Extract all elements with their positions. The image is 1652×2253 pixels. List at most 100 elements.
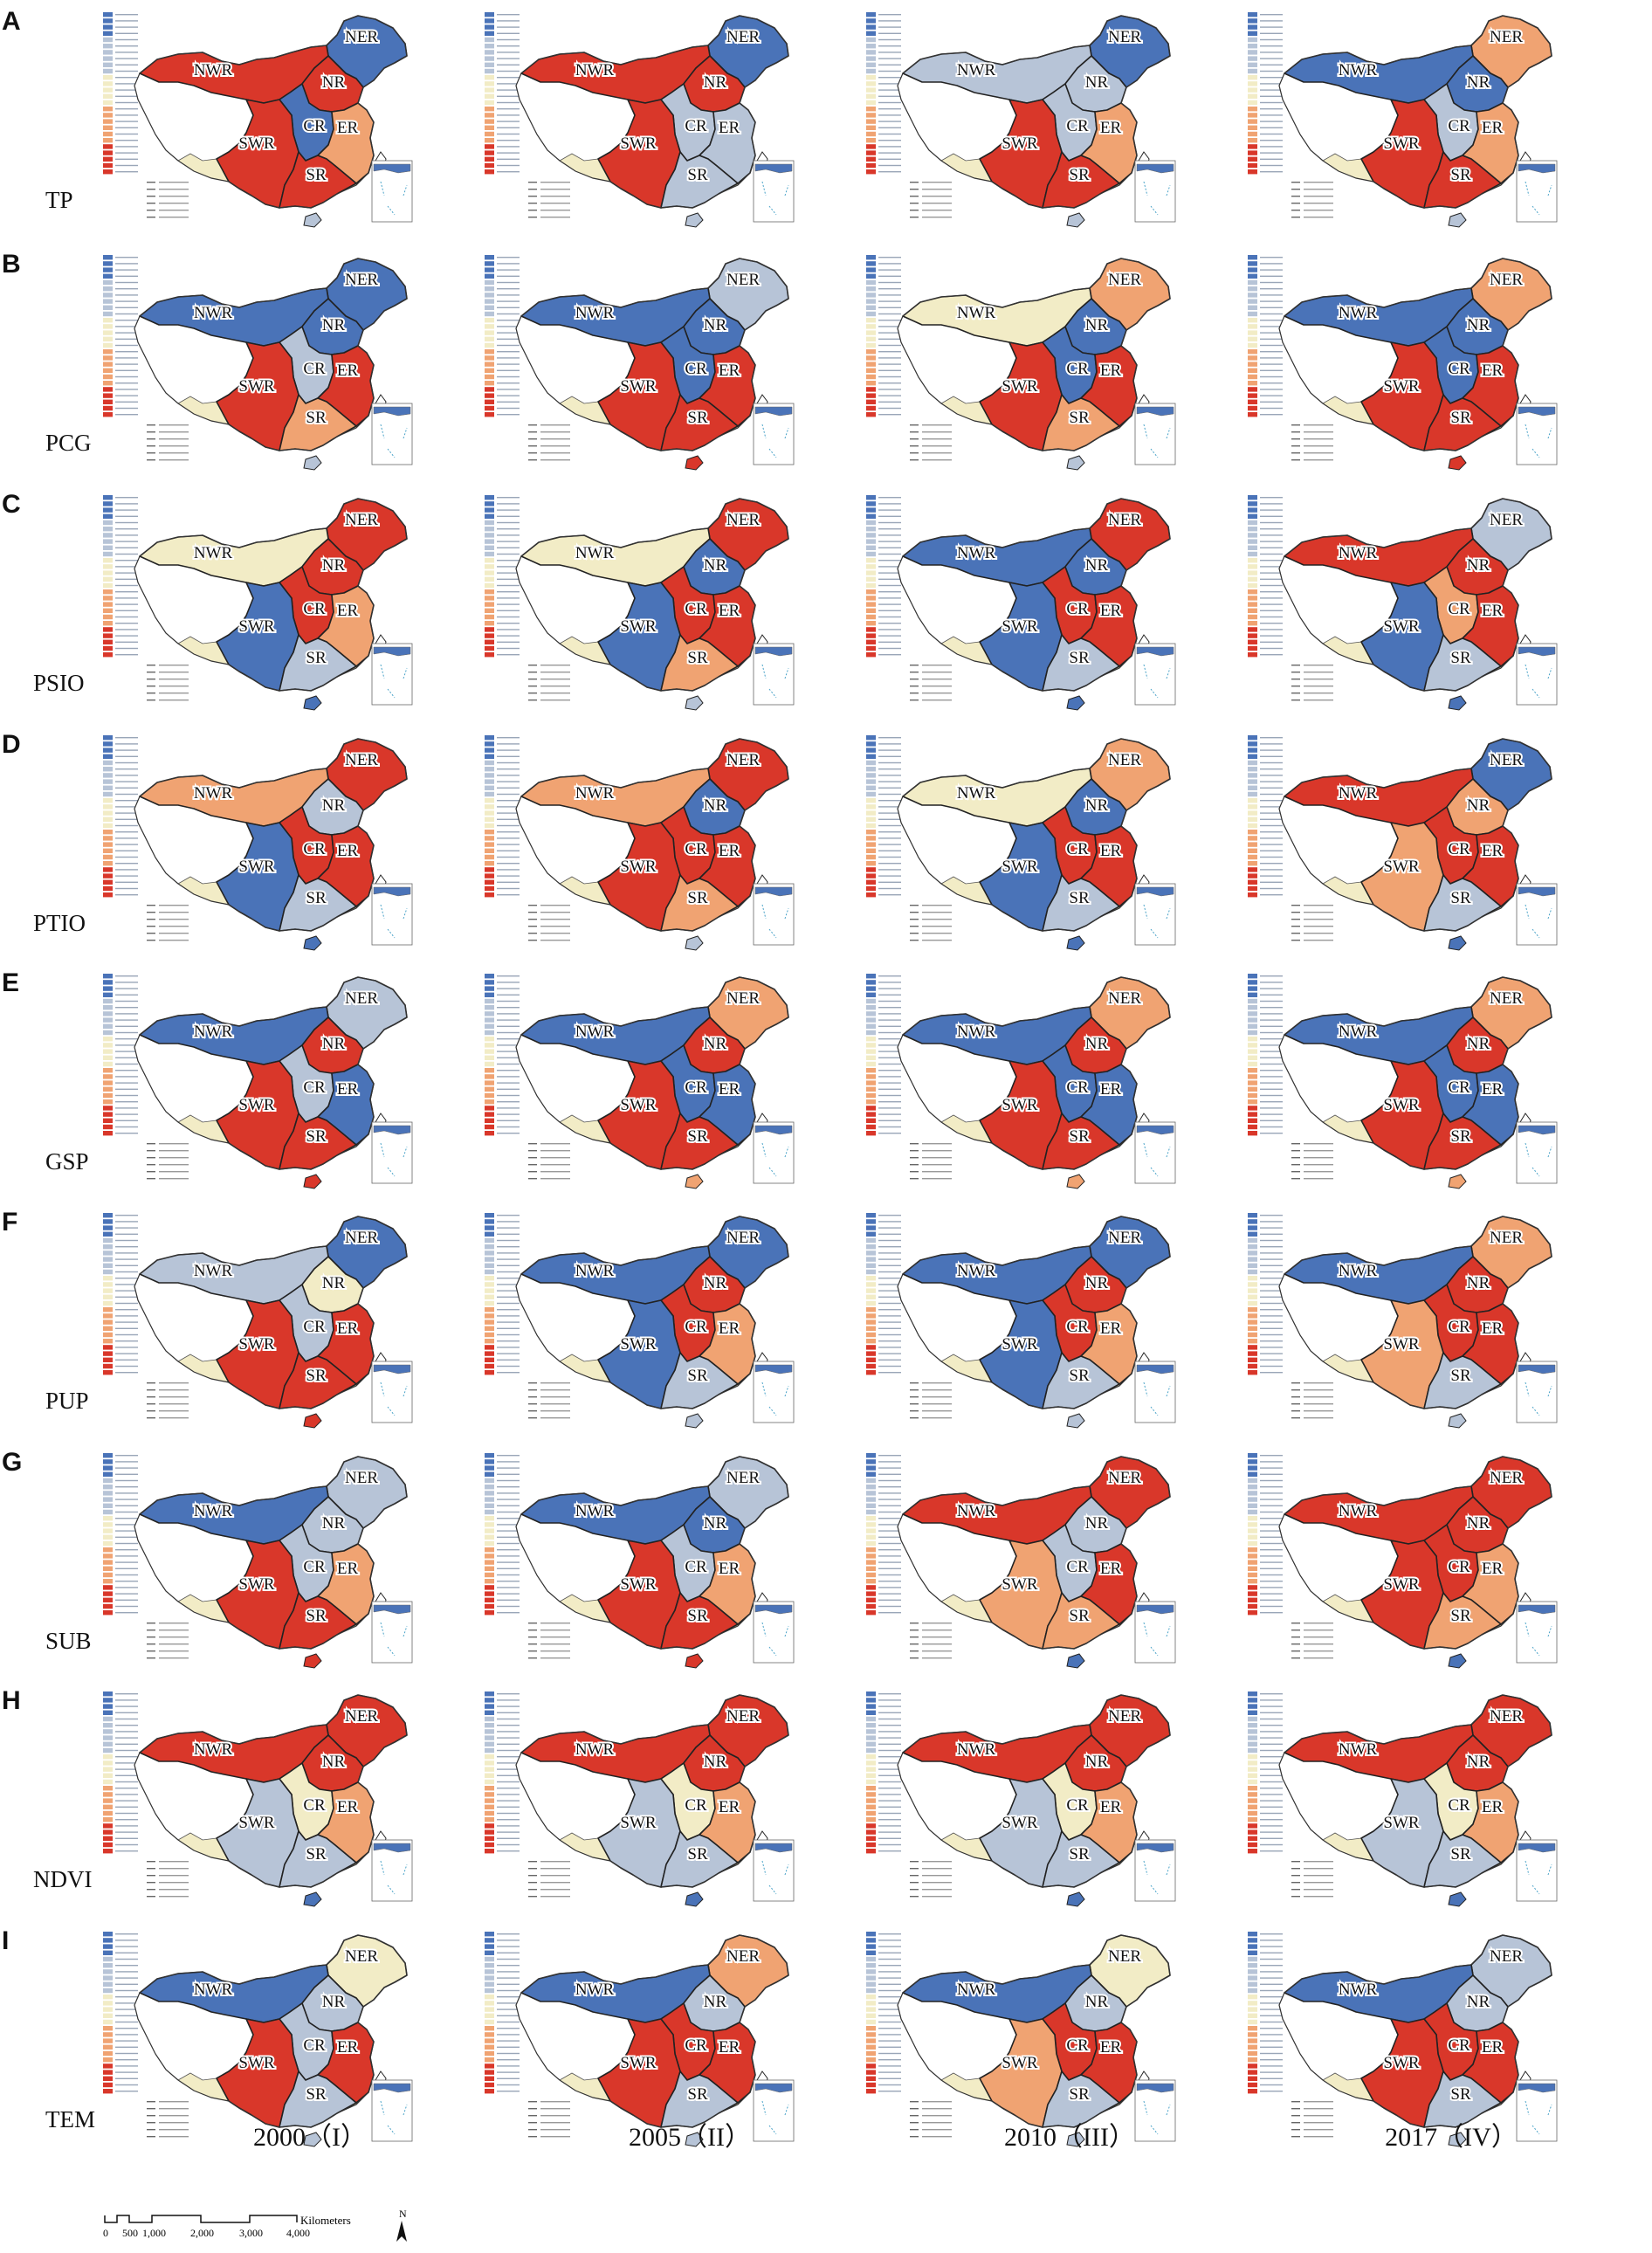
legend-tick-text — [1260, 1837, 1283, 1839]
legend-tick-text — [497, 654, 520, 656]
legend-swatch — [1248, 854, 1257, 860]
region-label-sr: SR — [687, 409, 708, 427]
legend-tick-text — [497, 1542, 520, 1545]
legend-tick-text — [878, 1333, 901, 1336]
region-label-swr: SWR — [1002, 858, 1038, 876]
south-china-sea-inset — [1134, 403, 1176, 465]
country-outline — [897, 738, 1171, 932]
legend-tick-text — [878, 1094, 901, 1097]
legend-tick-text — [115, 1031, 138, 1034]
legend-swatch — [103, 1932, 113, 1937]
legend-tick-text — [1260, 1327, 1283, 1329]
legend-swatch — [485, 1339, 494, 1344]
legend-swatch — [485, 1836, 494, 1841]
legend-tick-text — [497, 1492, 520, 1494]
legend-swatch — [485, 1729, 494, 1734]
legend-tick-text — [878, 77, 901, 79]
legend-swatch — [485, 2038, 494, 2043]
legend-swatch — [485, 1363, 494, 1369]
legend-tick-text — [1260, 1215, 1283, 1216]
legend-tick-text — [878, 32, 901, 34]
legend-swatch — [866, 854, 876, 860]
legend-tick-text — [497, 1958, 520, 1960]
legend-swatch — [866, 1823, 876, 1829]
island-hainan — [685, 1174, 704, 1189]
legend-swatch — [1248, 1760, 1257, 1766]
legend-tick-text — [497, 313, 520, 315]
legend-tick-text — [497, 572, 520, 574]
legend-ramp — [866, 12, 901, 175]
legend-swatch — [866, 1810, 876, 1816]
legend-tick-text — [1260, 1019, 1283, 1021]
legend-tick-text — [1260, 152, 1283, 154]
map-legend — [1291, 905, 1333, 941]
legend-tick-text — [497, 338, 520, 340]
map-panel-tem-2: NER NWR NR CR ER SWR SR — [866, 1930, 1250, 2152]
region-label-nr: NR — [704, 1993, 727, 2011]
region-label-swr: SWR — [620, 377, 657, 396]
legend-tick-text — [1260, 1587, 1283, 1588]
legend-tick-text — [878, 1372, 901, 1374]
legend-swatch — [1248, 286, 1257, 292]
legend-swatch — [485, 1810, 494, 1816]
legend-swatch — [866, 816, 876, 822]
legend-swatch — [866, 37, 876, 43]
legend-tick-text — [115, 603, 138, 605]
legend-tick-text — [115, 1530, 138, 1532]
map-panel-pup-3: NER NWR NR CR ER SWR SR — [1248, 1211, 1632, 1433]
legend-tick-text — [878, 2059, 901, 2061]
legend-swatch — [485, 393, 494, 398]
legend-swatch — [1248, 1307, 1257, 1313]
legend-swatch — [485, 1591, 494, 1596]
legend-tick-text — [1260, 363, 1283, 365]
legend-swatch — [485, 1288, 494, 1293]
legend-swatch — [485, 1086, 494, 1092]
region-label-nwr: NWR — [957, 1502, 996, 1520]
legend-swatch — [1248, 75, 1257, 80]
legend-tick-text — [115, 1837, 138, 1839]
legend-swatch — [866, 125, 876, 130]
legend-tick-text — [115, 1536, 138, 1538]
island-hainan — [303, 1174, 322, 1189]
region-label-nr: NR — [322, 1514, 346, 1533]
region-label-er: ER — [719, 1080, 740, 1099]
map-panel-pup-2: NER NWR NR CR ER SWR SR — [866, 1211, 1250, 1433]
legend-tick-text — [878, 800, 901, 802]
legend-swatch — [1248, 551, 1257, 557]
legend-swatch — [1248, 779, 1257, 784]
legend-tick-text — [115, 534, 138, 536]
legend-swatch — [485, 405, 494, 411]
legend-tick-text — [878, 2034, 901, 2036]
south-china-sea-inset — [1134, 1121, 1176, 1184]
legend-tick-text — [497, 1743, 520, 1745]
region-label-sr: SR — [306, 1845, 327, 1864]
region-label-nr: NR — [322, 1753, 346, 1771]
legend-swatch — [485, 520, 494, 526]
region-label-cr: CR — [303, 840, 326, 858]
legend-swatch — [1248, 539, 1257, 544]
region-label-er: ER — [1482, 842, 1504, 860]
legend-swatch — [485, 1747, 494, 1753]
legend-swatch — [1248, 652, 1257, 658]
legend-swatch — [866, 804, 876, 810]
row-letter-d: D — [2, 730, 21, 759]
column-label-0: 2000（I） — [253, 2123, 367, 2152]
variable-label-sub: SUB — [45, 1628, 92, 1654]
legend-swatch — [485, 2019, 494, 2025]
region-label-ner: NER — [1108, 989, 1141, 1008]
region-label-sr: SR — [687, 1845, 708, 1864]
legend-tick-text — [115, 89, 138, 91]
country-outline — [1278, 1694, 1552, 1888]
legend-swatch — [485, 1516, 494, 1521]
legend-tick-text — [497, 1333, 520, 1336]
legend-swatch — [485, 1225, 494, 1230]
legend-swatch — [866, 1760, 876, 1766]
legend-tick-text — [878, 1076, 901, 1078]
legend-tick-text — [1260, 1252, 1283, 1254]
map-legend — [910, 2101, 952, 2138]
legend-swatch — [485, 2001, 494, 2006]
legend-tick-text — [497, 1233, 520, 1235]
legend-swatch — [103, 589, 113, 595]
